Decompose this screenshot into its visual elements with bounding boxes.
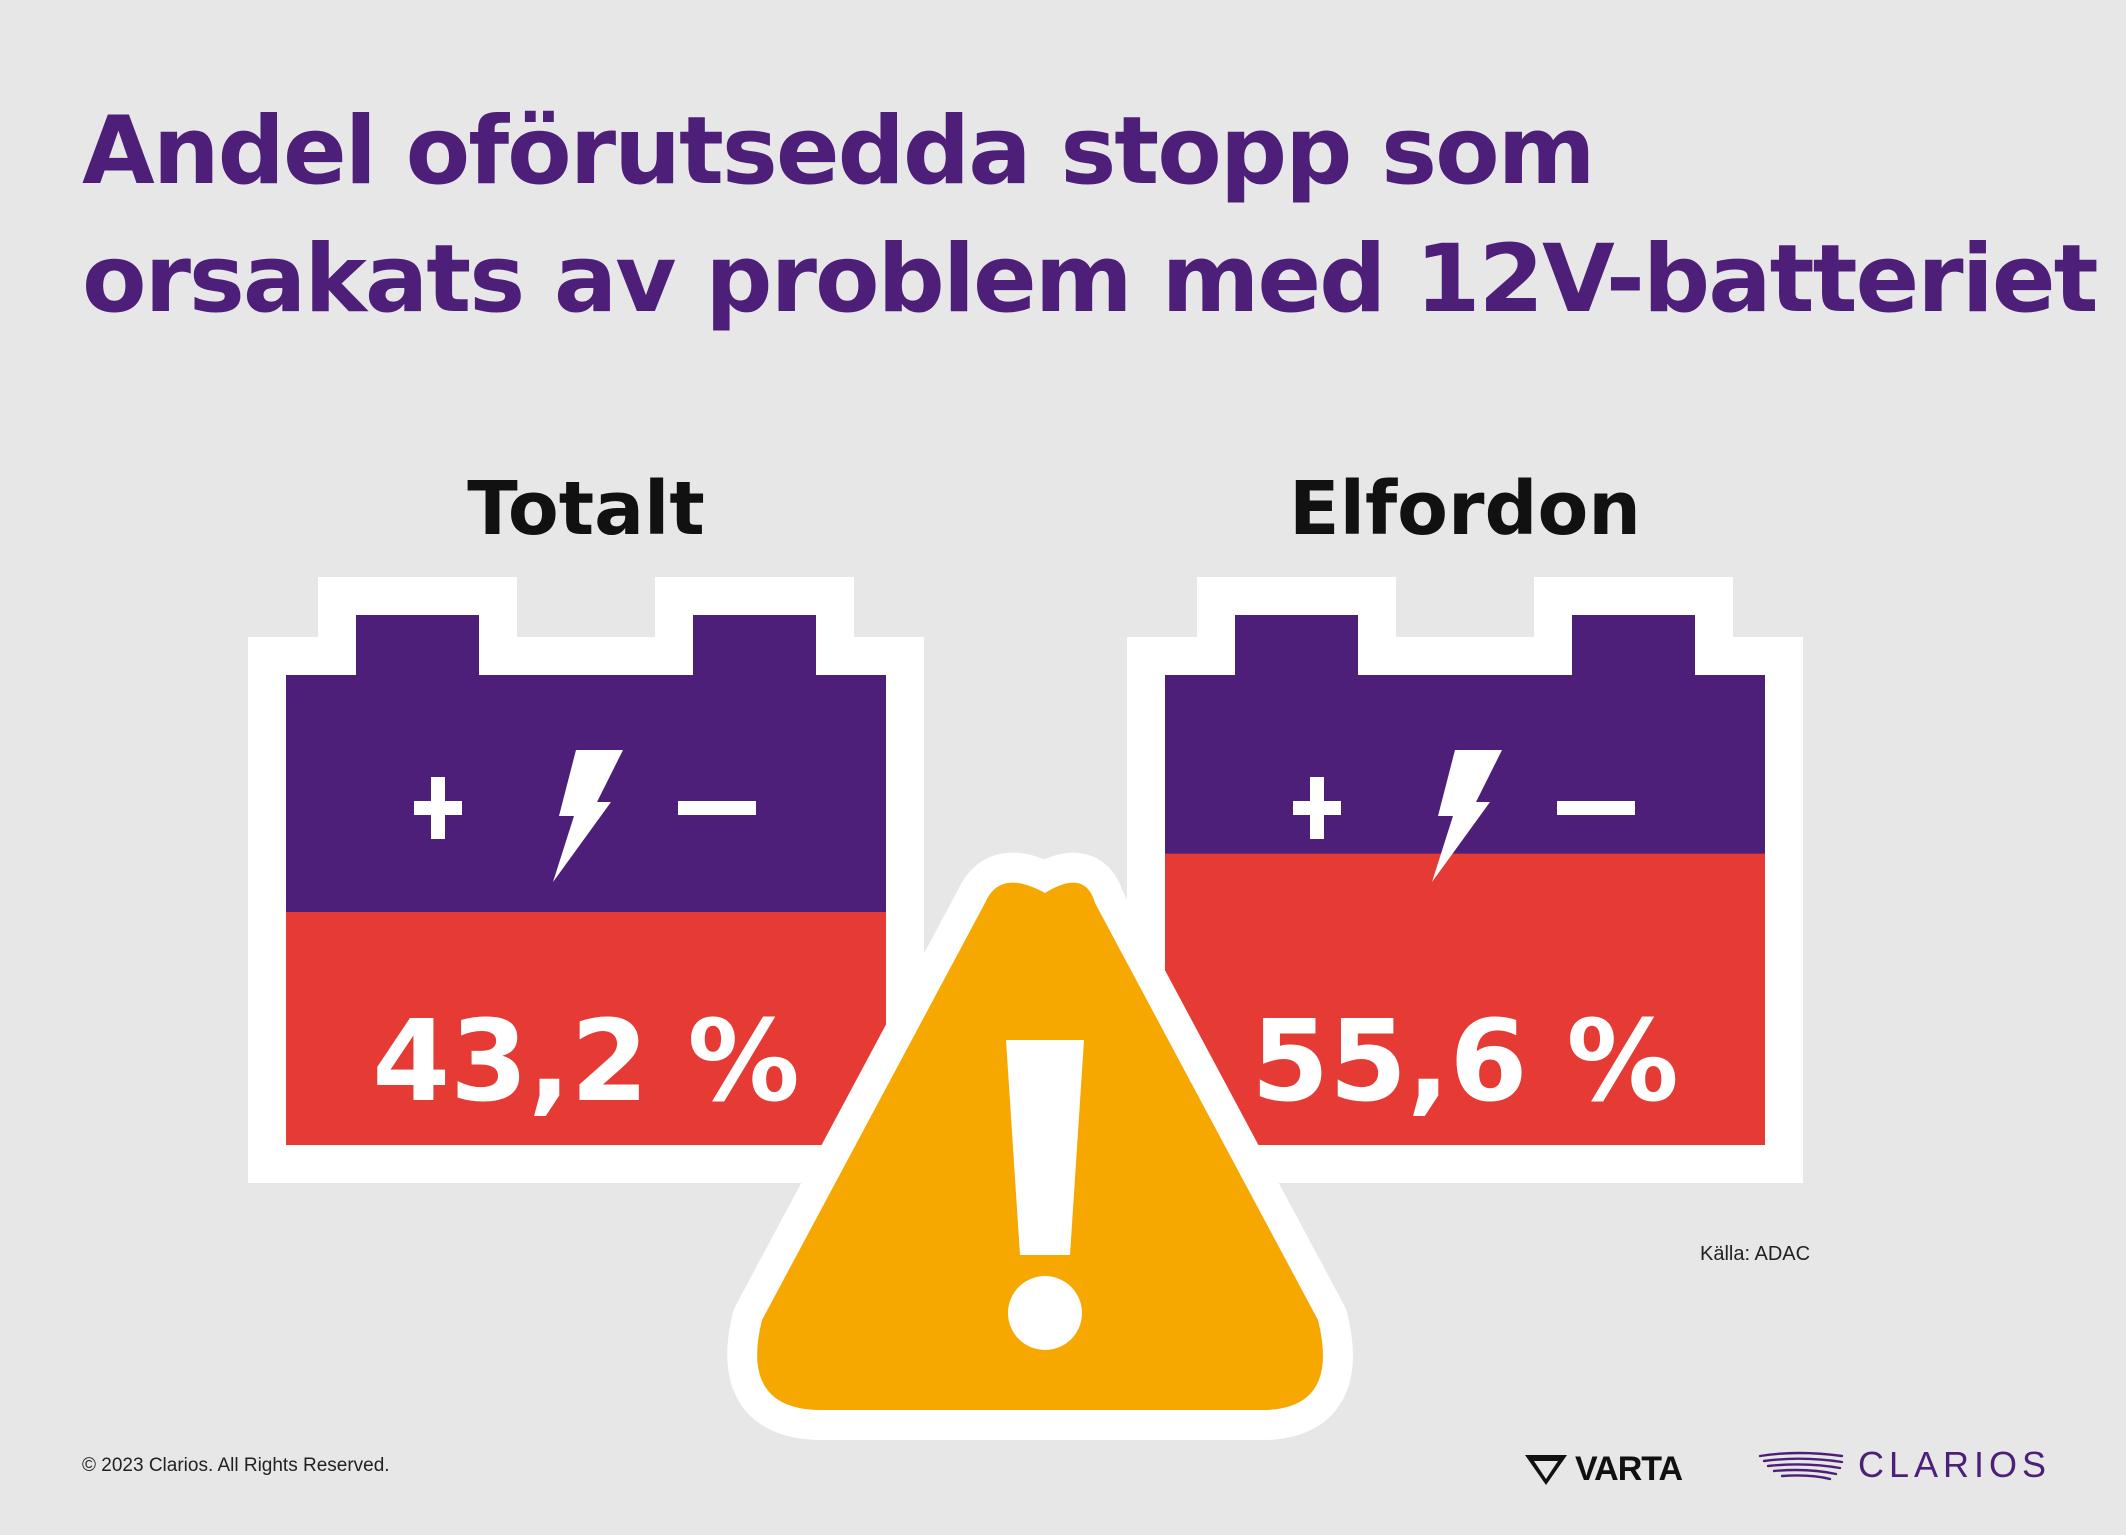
- varta-logo: VARTA: [1525, 1450, 1683, 1489]
- battery-1: 55,6 % Elfordon: [1165, 466, 1765, 1145]
- value-label-totalt: 43,2 %: [372, 997, 800, 1127]
- source-note: Källa: ADAC: [1700, 1243, 1811, 1265]
- varta-wordmark: VARTA: [1575, 1450, 1683, 1488]
- battery-fill-group: [286, 911, 886, 1145]
- exclamation-mark: [1006, 1040, 1084, 1255]
- category-label-totalt: Totalt: [467, 466, 705, 552]
- plus-icon: [1293, 777, 1341, 839]
- lightning-bolt-icon: [1432, 750, 1502, 882]
- warning-triangle-icon: [727, 852, 1353, 1440]
- copyright-notice: © 2023 Clarios. All Rights Reserved.: [82, 1455, 390, 1476]
- minus-icon: [678, 801, 756, 815]
- exclamation-dot: [1008, 1276, 1082, 1350]
- title-line-2: orsakats av problem med 12V-batteriet: [82, 225, 2099, 334]
- category-label-elfordon: Elfordon: [1289, 466, 1641, 552]
- minus-icon: [1557, 801, 1635, 815]
- bar-totalt: [286, 911, 886, 1145]
- bars-layer: 43,2 % Totalt 55,6 % Elfordon: [286, 466, 1765, 1145]
- plus-icon: [414, 777, 462, 839]
- title-line-1: Andel oförutsedda stopp som: [82, 97, 1596, 206]
- battery-fill-group: [1165, 853, 1765, 1145]
- varta-emblem-icon: [1525, 1454, 1567, 1485]
- lightning-bolt-icon: [553, 750, 623, 882]
- bar-elfordon: [1165, 853, 1765, 1145]
- clarios-logo: CLARIOS: [1758, 1444, 2051, 1486]
- battery-0: 43,2 % Totalt: [286, 466, 886, 1145]
- clarios-emblem-icon: [1758, 1451, 1844, 1481]
- page-title: Andel oförutsedda stopp som orsakats av …: [82, 88, 2099, 344]
- clarios-wordmark: CLARIOS: [1858, 1444, 2052, 1485]
- value-label-elfordon: 55,6 %: [1251, 997, 1679, 1127]
